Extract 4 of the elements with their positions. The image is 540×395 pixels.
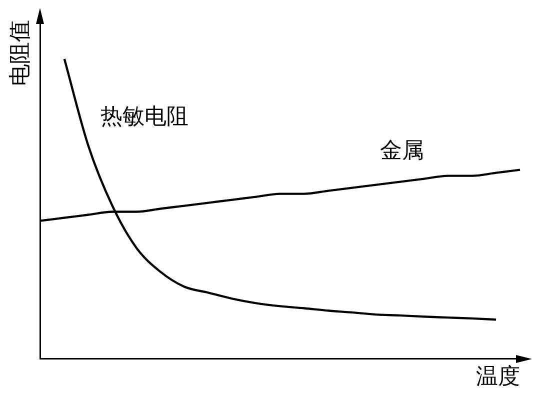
x-axis-title: 温度 [476,364,520,390]
series-label: 金属 [380,138,424,164]
y-axis-title: 电阻值 [8,20,33,86]
series-label: 热敏电阻 [100,104,188,130]
